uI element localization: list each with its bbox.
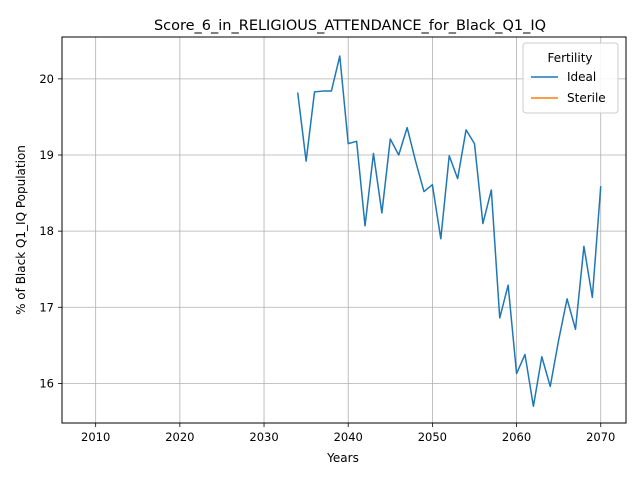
y-axis-ticks: 16 17 18 19 20	[39, 72, 62, 390]
x-axis-label: Years	[326, 451, 359, 465]
y-tick-label: 16	[39, 376, 54, 390]
y-tick-label: 20	[39, 72, 54, 86]
x-tick-label: 2010	[81, 430, 110, 444]
x-tick-label: 2040	[334, 430, 363, 444]
x-axis-ticks: 2010 2020 2030 2040 2050 2060 2070	[81, 423, 615, 444]
series-layer	[296, 55, 602, 407]
x-tick-label: 2060	[502, 430, 531, 444]
legend-label-sterile: Sterile	[567, 91, 606, 105]
y-tick-label: 19	[39, 148, 54, 162]
legend: Fertility Ideal Sterile	[522, 42, 619, 114]
chart-title: Score_6_in_RELIGIOUS_ATTENDANCE_for_Blac…	[154, 18, 546, 34]
y-axis-label: % of Black Q1_IQ Population	[14, 145, 28, 315]
legend-label-ideal: Ideal	[567, 70, 596, 84]
x-tick-label: 2070	[586, 430, 615, 444]
y-tick-label: 18	[39, 224, 54, 238]
x-tick-label: 2020	[165, 430, 194, 444]
x-tick-label: 2050	[418, 430, 447, 444]
x-tick-label: 2030	[249, 430, 278, 444]
legend-title: Fertility	[547, 51, 592, 65]
y-tick-label: 17	[39, 300, 54, 314]
legend-box	[522, 42, 619, 114]
series-line-ideal	[296, 55, 602, 407]
grid-lines	[62, 37, 626, 423]
plot-frame	[61, 36, 627, 424]
